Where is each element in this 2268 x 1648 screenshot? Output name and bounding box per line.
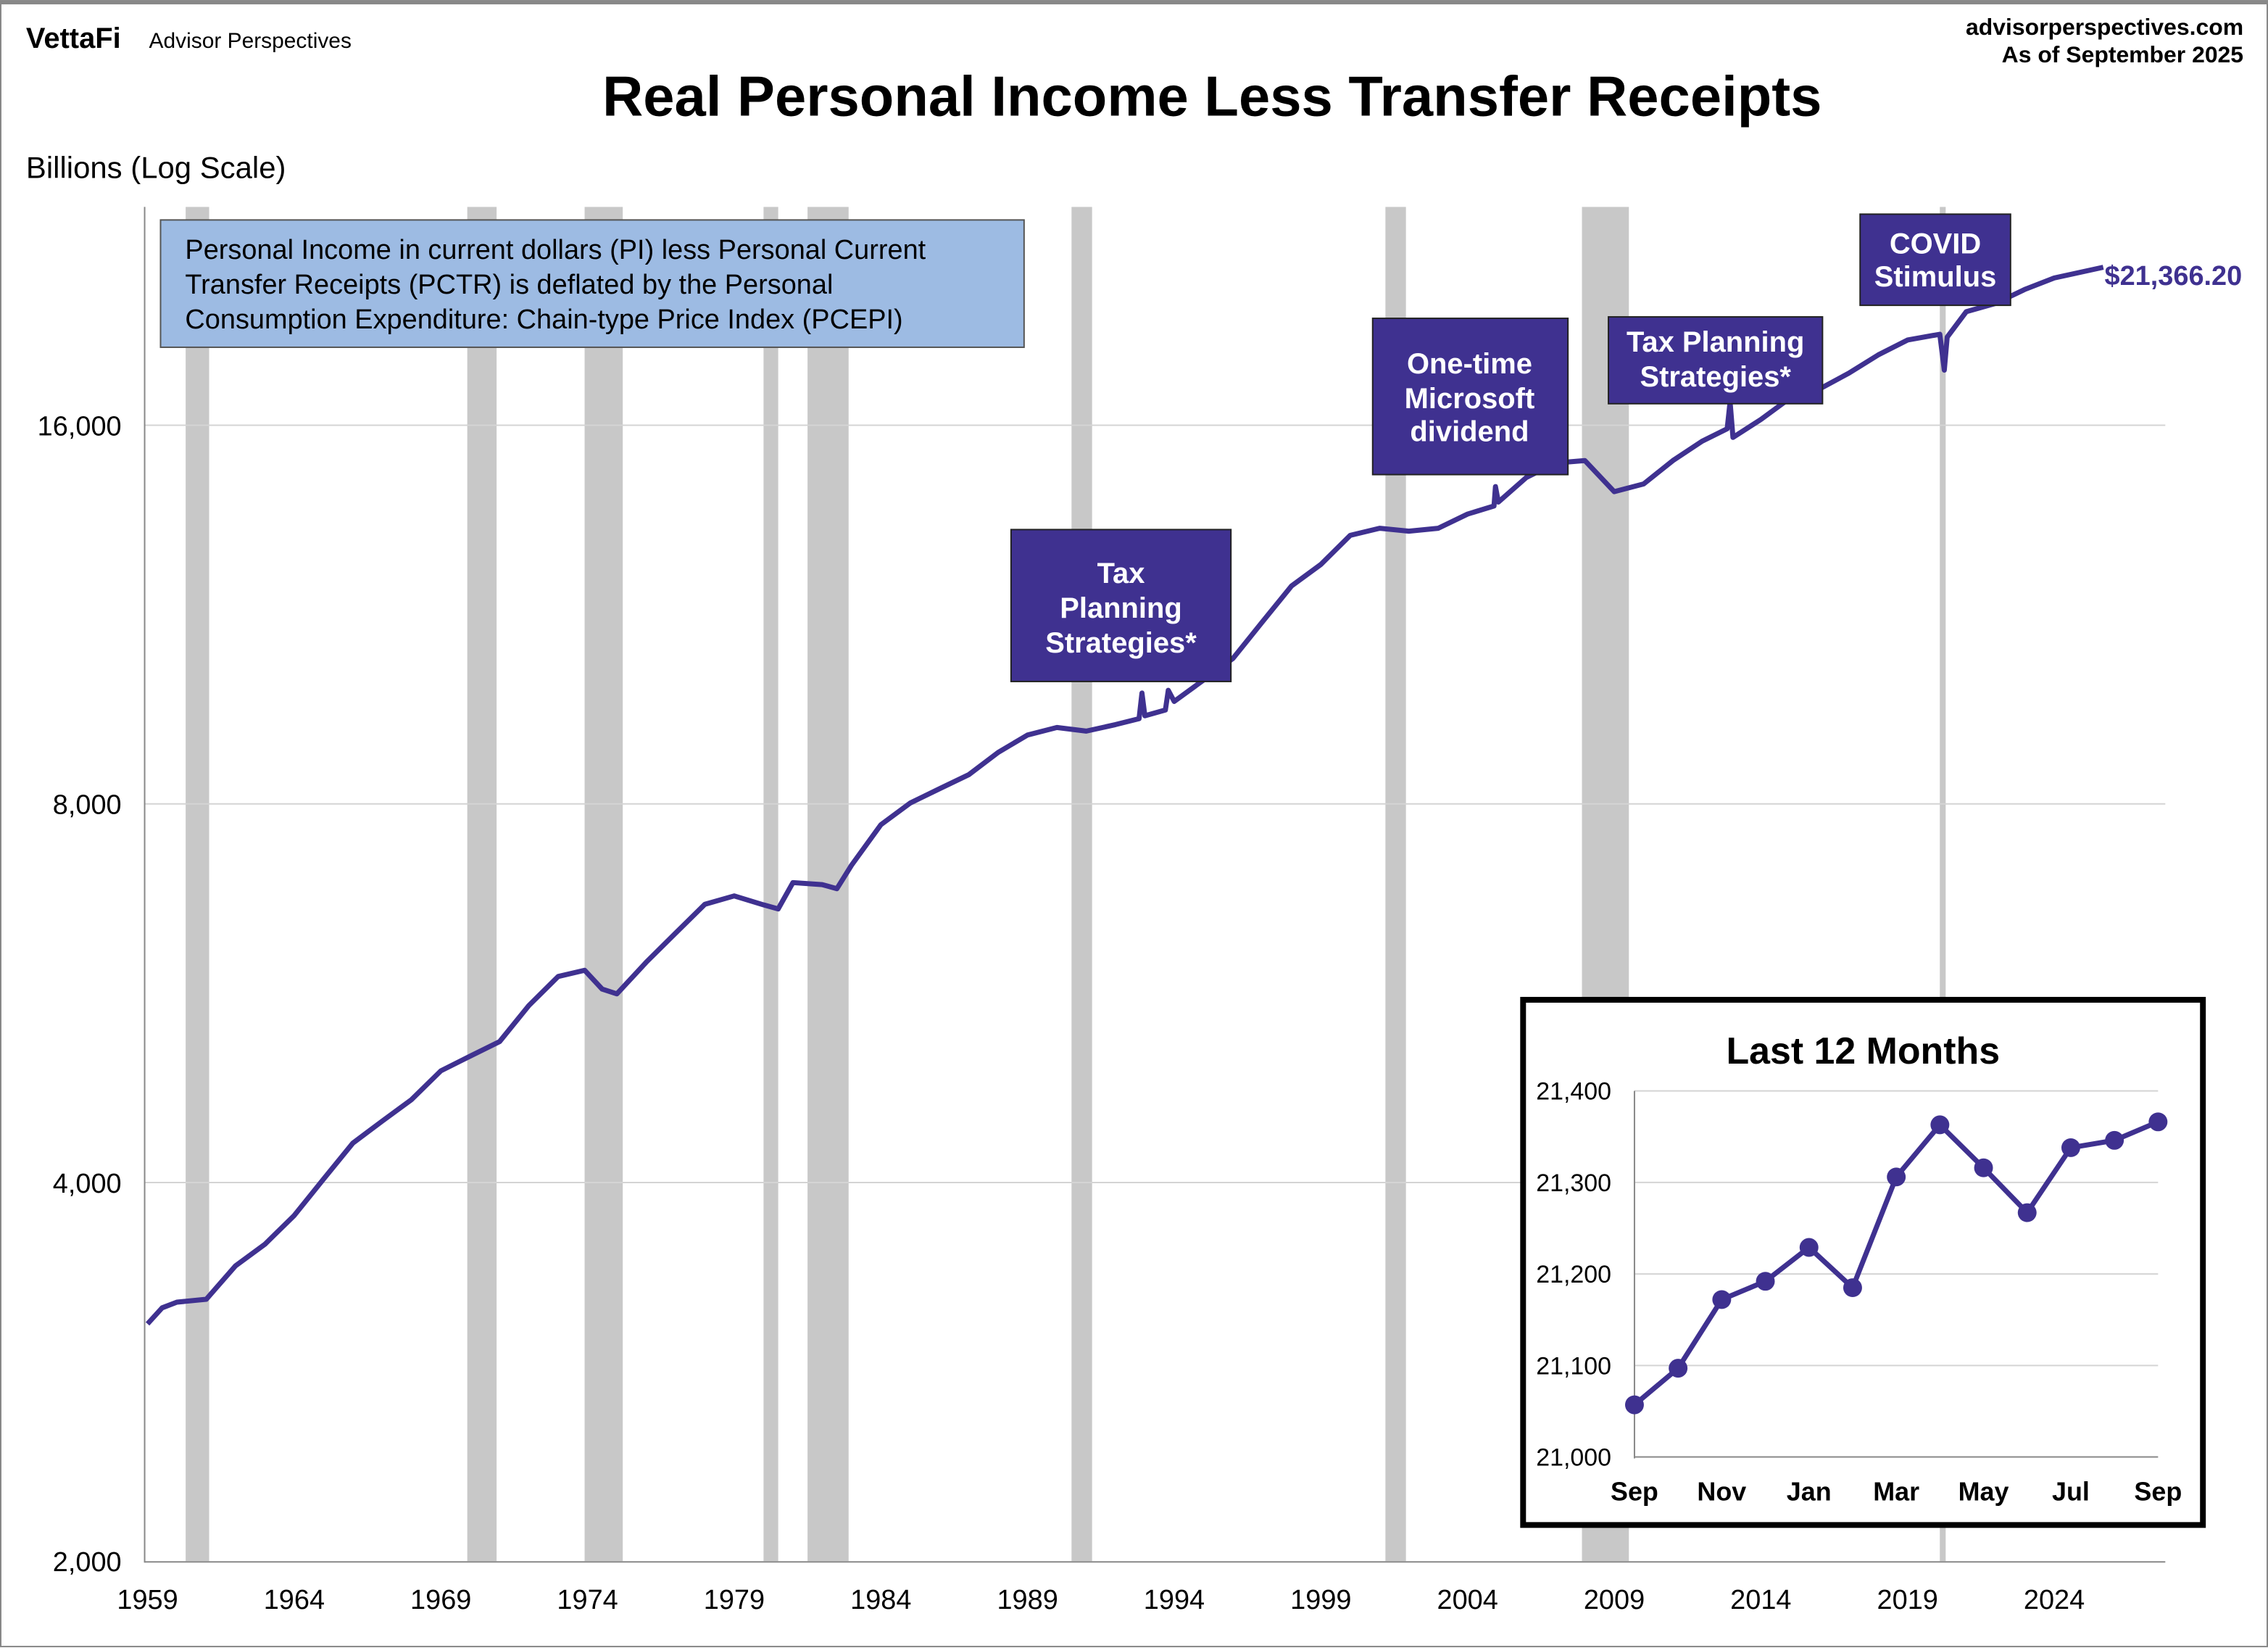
recession-band [584, 207, 623, 1562]
y-tick-label: 8,000 [53, 790, 122, 821]
brand-name: Advisor Perspectives [149, 29, 352, 53]
info-line: Personal Income in current dollars (PI) … [185, 235, 926, 265]
annotation-line: One-time [1407, 348, 1532, 380]
recession-band [186, 207, 209, 1562]
info-box: Personal Income in current dollars (PI) … [159, 219, 1025, 348]
site-url: advisorperspectives.com [1966, 14, 2243, 40]
last-value-label: $21,366.20 [2105, 261, 2243, 291]
annotation-line: Tax Planning [1627, 326, 1804, 358]
inset-y-tick-label: 21,100 [1536, 1352, 1611, 1380]
as-of-date: As of September 2025 [2002, 41, 2243, 67]
recession-band [763, 207, 778, 1562]
inset-title: Last 12 Months [1726, 1030, 2000, 1072]
annotation-tax-planning-1993: Tax Planning Strategies* [1010, 529, 1232, 682]
y-tick-label: 4,000 [53, 1169, 122, 1199]
annotation-microsoft-dividend: One-time Microsoft dividend [1371, 318, 1569, 476]
inset-x-tick-label: Jul [2052, 1476, 2090, 1506]
x-tick-label: 2014 [1730, 1585, 1791, 1615]
inset-x-tick-labels: Sep Nov Jan Mar May Jul Sep [1611, 1476, 2182, 1506]
x-tick-label: 1974 [557, 1585, 618, 1615]
inset-x-tick-label: Nov [1697, 1476, 1746, 1506]
y-axis-label: Billions (Log Scale) [26, 150, 286, 184]
info-line: Consumption Expenditure: Chain-type Pric… [185, 305, 902, 335]
y-tick-labels: 2,000 4,000 8,000 16,000 [38, 411, 122, 1578]
annotation-line: Tax [1097, 558, 1145, 589]
annotation-tax-planning-2012: Tax Planning Strategies* [1608, 316, 1824, 405]
inset-point [2105, 1130, 2124, 1150]
x-tick-label: 1999 [1290, 1585, 1351, 1615]
inset-y-tick-label: 21,200 [1536, 1261, 1611, 1288]
inset-x-tick-label: Sep [1611, 1476, 1658, 1506]
info-box-bg [159, 219, 1025, 348]
inset-x-tick-label: Jan [1787, 1476, 1832, 1506]
x-tick-label: 2024 [2024, 1585, 2085, 1615]
inset-x-tick-label: Mar [1873, 1476, 1919, 1506]
x-tick-label: 1984 [850, 1585, 911, 1615]
x-tick-label: 2019 [1877, 1585, 1938, 1615]
inset-x-tick-label: May [1958, 1476, 2009, 1506]
x-tick-label: 1964 [264, 1585, 325, 1615]
income-series [145, 265, 2104, 1326]
annotation-line: Strategies* [1045, 627, 1197, 659]
x-tick-labels: 1959 1964 1969 1974 1979 1984 1989 1994 1999 2004… [117, 1585, 2085, 1615]
inset-point [1712, 1290, 1732, 1309]
inset-y-tick-labels: 21,000 21,100 21,200 21,300 21,400 [1536, 1078, 1611, 1472]
inset-point [1669, 1359, 1688, 1378]
inset-chart: Last 12 Months 21,00021,10021,20021,3002… [1520, 996, 2206, 1528]
inset-point [1624, 1395, 1644, 1415]
inset-point [2061, 1138, 2080, 1157]
x-tick-label: 1969 [410, 1585, 471, 1615]
inset-point [2148, 1112, 2168, 1132]
annotation-line: Stimulus [1874, 261, 1997, 293]
x-tick-label: 1994 [1144, 1585, 1205, 1615]
chart-title: Real Personal Income Less Transfer Recei… [602, 66, 1822, 128]
inset-point [1930, 1115, 1950, 1135]
recession-band [467, 207, 497, 1562]
y-tick-label: 2,000 [53, 1547, 122, 1578]
inset-point [1843, 1278, 1862, 1298]
inset-point [2017, 1203, 2037, 1222]
info-line: Transfer Receipts (PCTR) is deflated by … [185, 270, 833, 300]
x-tick-label: 2004 [1437, 1585, 1498, 1615]
x-tick-label: 1959 [117, 1585, 178, 1615]
vettafi-logo: VettaFi [26, 22, 121, 54]
annotation-line: Microsoft [1405, 383, 1535, 415]
inset-y-tick-label: 21,300 [1536, 1169, 1611, 1197]
annotation-line: Strategies* [1640, 361, 1791, 393]
recession-band [1071, 207, 1092, 1562]
y-tick-label: 16,000 [38, 411, 122, 442]
inset-point [1887, 1167, 1906, 1187]
recession-band [1940, 207, 1946, 1562]
x-tick-label: 1989 [997, 1585, 1058, 1615]
annotation-line: COVID [1890, 228, 1981, 260]
x-tick-label: 1979 [704, 1585, 765, 1615]
inset-series [1624, 1112, 2168, 1415]
inset-point [1974, 1158, 1993, 1177]
income-line [145, 265, 2104, 1326]
inset-y-tick-label: 21,000 [1536, 1444, 1611, 1472]
inset-point [1756, 1272, 1775, 1291]
annotation-line: Planning [1060, 592, 1182, 624]
top-border [0, 0, 2268, 5]
inset-x-tick-label: Sep [2134, 1476, 2182, 1506]
annotation-covid-stimulus: COVID Stimulus [1859, 213, 2011, 307]
x-tick-label: 2009 [1584, 1585, 1645, 1615]
annotation-line: dividend [1410, 416, 1529, 448]
inset-gridlines [1634, 1090, 2159, 1458]
inset-point [1799, 1238, 1819, 1257]
inset-y-tick-label: 21,400 [1536, 1078, 1611, 1106]
